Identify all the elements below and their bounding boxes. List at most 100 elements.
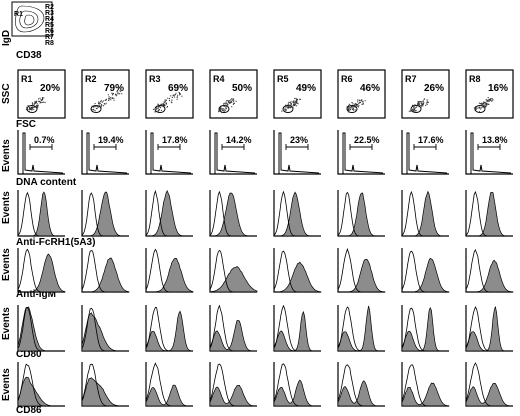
scatter-dot [158,105,161,107]
scatter-dot [113,99,115,101]
scatter-dot [220,105,222,107]
dna-axes-6 [337,130,385,175]
scatter-dot [480,107,482,109]
igm-stained-histogram-6 [338,258,386,293]
scatter-dot [474,109,476,111]
scatter-dot [34,106,36,108]
scatter-dot [355,105,357,107]
scatter-dot [108,97,110,99]
cd86-stained-histogram-5 [273,379,321,407]
scatter-dot [230,99,232,101]
cd86-ylabel: Events [1,368,12,401]
scatter-dot [176,96,178,98]
scatter-dot [100,105,102,107]
overview-gate-r4: R4 [45,16,54,23]
scatter-dot [289,106,291,109]
scatter-dot [223,110,225,112]
scatter-dot [288,105,290,107]
scatter-dot [347,110,349,112]
scatter-dot [413,105,415,107]
scatter-dot [484,104,486,106]
scatter-dot [421,101,423,103]
scatter-dot [356,105,358,107]
fcrh-isotype-histogram-2 [81,192,129,237]
fcrh-isotype-histogram-5 [273,190,321,237]
scatter-dot [108,99,110,102]
fcrh-stained-histogram-1 [18,191,65,237]
scatter-dot [96,107,98,110]
scatter-dot [181,95,183,97]
scatter-dot [473,107,475,109]
fcrh-isotype-histogram-7 [401,190,449,237]
scatter-dot [490,98,492,100]
scatter-dot [31,106,33,108]
scatter-dot [224,108,226,110]
scatter-gate-6 [346,105,358,113]
scatter-dot [152,108,155,110]
scatter-dot [34,102,36,104]
scatter-dot [223,105,225,107]
scatter-dot [223,103,225,105]
igm-stained-histogram-8 [466,259,514,293]
scatter-dot [486,100,488,102]
scatter-dot [33,108,35,110]
scatter-dot [30,111,32,113]
scatter-dot [361,103,363,105]
scatter-dot [286,104,288,106]
scatter-frame-7 [401,69,450,119]
scatter-dot [220,109,222,112]
scatter-dot [410,110,412,112]
scatter-dot [487,97,489,99]
scatter-dot [476,107,478,109]
scatter-dot [359,101,361,103]
scatter-dot [353,109,355,111]
cd86-stained-histogram-6 [337,380,385,407]
scatter-dot [354,109,356,111]
scatter-dot [170,95,172,97]
region-label-3: R3 [149,74,161,84]
igm-isotype-histogram-5 [273,250,321,293]
scatter-dot [350,106,352,108]
igm-isotype-histogram-2 [81,250,129,293]
scatter-dot [414,110,416,112]
dna-histogram-3 [150,132,192,174]
fcrh-stained-histogram-5 [274,191,321,237]
igm-isotype-histogram-7 [401,250,449,293]
fcrh-isotype-histogram-4 [209,190,257,237]
scatter-dot [417,102,419,104]
scatter-dot [94,102,96,105]
scatter-dot [483,104,485,106]
fcrh-isotype-histogram-6 [337,191,385,237]
dna-axes-3 [145,130,193,175]
scatter-dot [485,102,488,104]
scatter-dot [43,97,45,99]
scatter-dot [292,105,294,107]
scatter-dot [111,97,113,99]
scatter-dot [157,105,159,107]
scatter-dot [293,102,295,104]
cd80-isotype-histogram-4 [209,304,257,352]
scatter-percent-7: 26% [424,83,444,94]
scatter-dot [107,94,109,96]
scatter-dot [296,98,298,100]
scatter-dot [475,106,477,108]
scatter-dot [100,101,102,103]
scatter-percent-2: 79% [104,83,124,94]
scatter-dot [292,106,294,108]
igm-stained-histogram-4 [209,265,258,293]
scatter-dot [101,104,103,106]
scatter-dot [25,108,27,110]
scatter-dot [352,108,354,110]
scatter-dot [364,100,366,102]
scatter-dot [415,106,418,108]
scatter-dot [94,109,96,112]
dna-gate-bar-3 [157,144,181,150]
cd80-ylabel: Events [1,307,12,340]
igm-stained-histogram-3 [146,257,194,293]
scatter-dot [178,91,180,94]
scatter-dot [161,103,163,105]
scatter-dot [110,99,112,101]
scatter-dot [225,106,227,108]
scatter-dot [233,103,235,105]
scatter-frame-1 [17,69,66,119]
